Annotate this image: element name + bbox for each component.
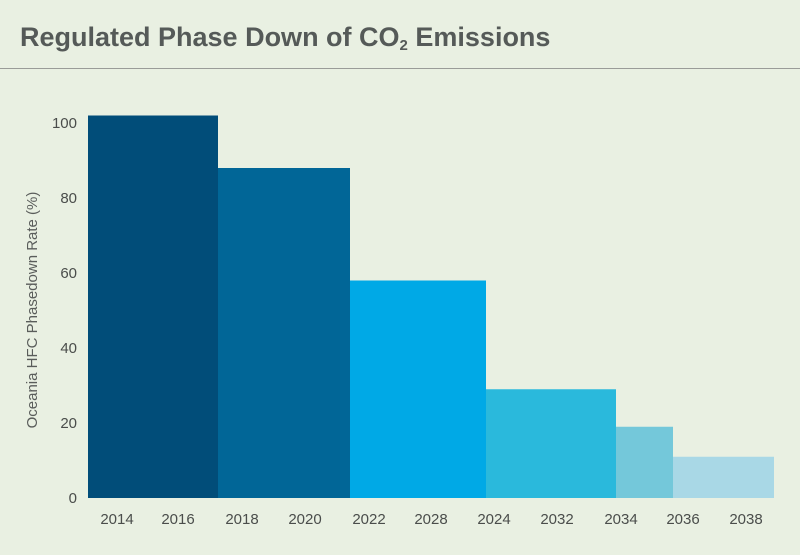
y-tick-label: 40 bbox=[60, 340, 77, 357]
y-tick-label: 100 bbox=[52, 115, 77, 132]
bar-0 bbox=[88, 115, 218, 498]
chart-title-suffix: Emissions bbox=[407, 22, 551, 52]
x-tick-label: 2020 bbox=[288, 511, 321, 528]
bar-3 bbox=[486, 389, 616, 498]
x-tick-label: 2022 bbox=[352, 511, 385, 528]
x-tick-label: 2038 bbox=[729, 511, 762, 528]
x-tick-label: 2034 bbox=[604, 511, 637, 528]
chart-title-main: Regulated Phase Down of CO bbox=[20, 22, 400, 52]
x-tick-label: 2028 bbox=[414, 511, 447, 528]
y-axis-title: Oceania HFC Phasedown Rate (%) bbox=[24, 192, 41, 429]
x-tick-label: 2032 bbox=[540, 511, 573, 528]
y-tick-label: 60 bbox=[60, 265, 77, 282]
x-tick-label: 2036 bbox=[666, 511, 699, 528]
chart-title: Regulated Phase Down of CO2 Emissions bbox=[20, 22, 550, 54]
y-tick-label: 20 bbox=[60, 415, 77, 432]
x-tick-label: 2014 bbox=[100, 511, 133, 528]
bar-4 bbox=[616, 426, 673, 498]
y-tick-label: 0 bbox=[69, 490, 77, 507]
bar-2 bbox=[350, 280, 486, 498]
y-tick-label: 80 bbox=[60, 190, 77, 207]
x-tick-label: 2024 bbox=[477, 511, 510, 528]
x-tick-label: 2016 bbox=[161, 511, 194, 528]
chart-title-subscript: 2 bbox=[399, 37, 408, 54]
title-divider bbox=[0, 68, 800, 69]
bar-5 bbox=[673, 456, 774, 498]
x-tick-label: 2018 bbox=[225, 511, 258, 528]
bar-1 bbox=[218, 168, 350, 498]
